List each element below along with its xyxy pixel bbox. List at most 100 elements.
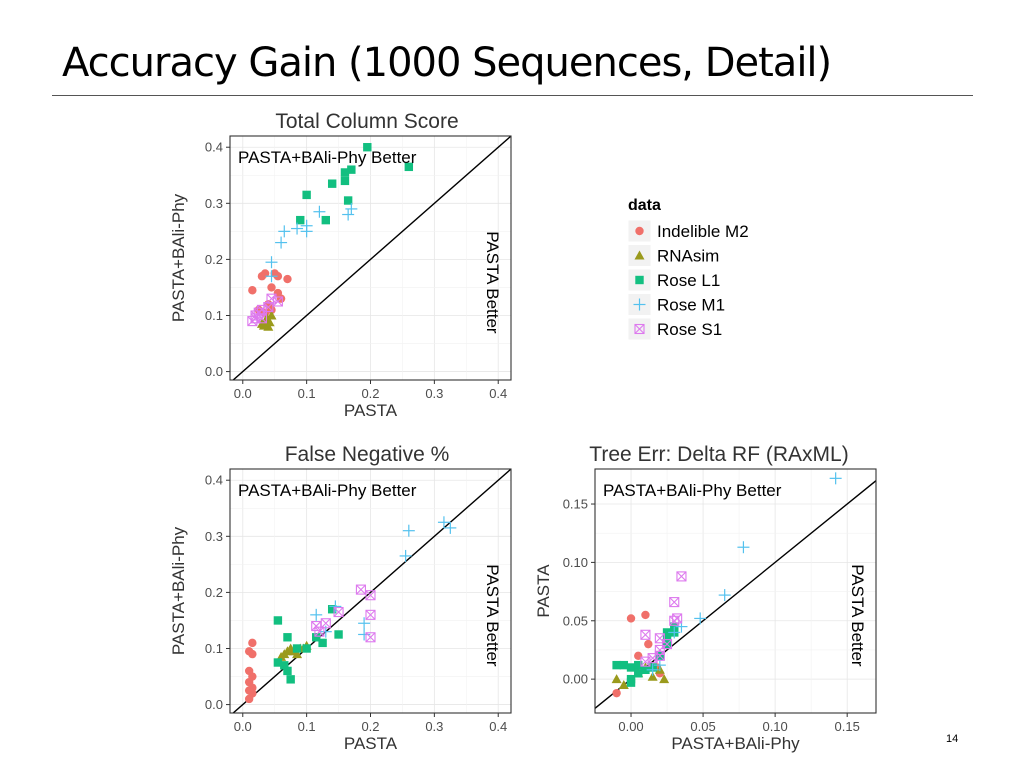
data-point xyxy=(302,190,311,200)
triangle-mark xyxy=(258,320,269,330)
x-line-2 xyxy=(266,293,277,304)
box-mark xyxy=(634,323,645,335)
x-line-2 xyxy=(365,590,376,601)
data-point xyxy=(347,165,356,174)
triangle-mark xyxy=(634,250,645,260)
circle-mark xyxy=(612,688,621,698)
data-points xyxy=(244,516,457,704)
legend-title: data xyxy=(628,197,661,214)
data-point xyxy=(280,661,289,670)
data-point xyxy=(718,589,731,602)
data-point xyxy=(296,215,305,225)
chart-false-negative: False Negative % 0.0 0.1 0.2 0.3 0.4 0.0 0.1 0.2… xyxy=(160,433,520,768)
x-axis-label: PASTA+BAli-Phy xyxy=(671,734,800,753)
triangle-mark xyxy=(659,674,670,684)
data-point xyxy=(641,610,650,620)
square-mark xyxy=(283,633,292,642)
data-point xyxy=(694,612,707,625)
data-point xyxy=(272,296,283,307)
data-point xyxy=(278,225,291,238)
data-point xyxy=(248,649,257,659)
square-mark xyxy=(363,143,372,152)
legend: data Indelible M2 RNAsim Rose L1 Rose M1 Rose… xyxy=(624,190,774,350)
circle-mark xyxy=(644,639,653,649)
circle-mark xyxy=(248,649,257,659)
box-mark xyxy=(640,656,651,667)
data-point xyxy=(399,549,412,562)
data-point xyxy=(626,678,636,687)
data-point xyxy=(641,665,650,675)
chart-total-column-score: Total Column Score 0.0 0.1 0.2 0.3 0.4 0.0 0.1 0… xyxy=(160,100,520,430)
data-point xyxy=(668,626,681,639)
x-axis-label: PASTA xyxy=(344,401,398,420)
x-line-2 xyxy=(676,571,687,582)
square-mark xyxy=(283,666,292,676)
box-mark xyxy=(314,626,325,637)
legend-label: Rose L1 xyxy=(657,271,720,290)
legend-svg: data Indelible M2 RNAsim Rose L1 Rose M1 Rose… xyxy=(627,197,749,341)
y-tick-label: 0.15 xyxy=(563,497,588,512)
square-mark xyxy=(340,176,350,186)
x-line-2 xyxy=(311,621,322,631)
x-line-2 xyxy=(669,615,680,626)
y-tick-label: 0.05 xyxy=(563,613,588,628)
data-point xyxy=(402,524,415,537)
chart-title: Total Column Score xyxy=(275,110,458,133)
square-mark xyxy=(404,162,414,172)
box-mark xyxy=(250,313,261,324)
square-mark xyxy=(292,644,302,653)
box-mark xyxy=(640,629,651,640)
diagonal-line xyxy=(232,469,511,713)
square-mark xyxy=(662,628,672,637)
box-mark xyxy=(256,304,267,315)
box-mark xyxy=(320,618,331,629)
box-mark xyxy=(247,316,258,327)
x-line-2 xyxy=(250,313,261,324)
x-tick-label: 0.0 xyxy=(234,386,252,401)
data-point xyxy=(640,656,651,667)
x-line-2 xyxy=(669,597,680,607)
y-tick-label: 0.3 xyxy=(205,196,223,211)
circle-mark xyxy=(273,272,283,281)
data-point xyxy=(653,659,666,672)
square-mark xyxy=(626,663,636,672)
legend-label: Rose S1 xyxy=(657,320,722,339)
y-tick-label: 0.00 xyxy=(563,672,588,687)
data-point xyxy=(264,317,275,327)
legend-label: RNAsim xyxy=(657,247,719,266)
y-tick-label: 0.10 xyxy=(563,555,588,570)
square-mark xyxy=(347,165,356,174)
chart-tree-error: Tree Err: Delta RF (RAxML) 0.00 0.05 0.10 0.… xyxy=(525,433,895,768)
circle-mark xyxy=(244,694,254,704)
data-point xyxy=(404,162,414,172)
x-line-2 xyxy=(257,304,267,315)
box-mark xyxy=(311,621,322,632)
y-tick-label: 0.2 xyxy=(205,585,223,600)
data-point xyxy=(333,606,344,618)
data-points xyxy=(611,472,842,698)
data-point xyxy=(312,633,321,642)
data-point xyxy=(283,633,292,642)
data-point xyxy=(669,615,680,626)
square-mark xyxy=(318,638,327,648)
data-point xyxy=(363,143,372,152)
data-point xyxy=(646,663,659,676)
x-line-2 xyxy=(365,609,376,620)
square-mark xyxy=(280,661,289,670)
square-mark xyxy=(312,633,321,642)
data-point xyxy=(334,630,343,639)
square-mark xyxy=(634,669,643,678)
legend-label: Indelible M2 xyxy=(657,222,749,241)
box-mark xyxy=(365,609,376,620)
square-mark xyxy=(626,678,636,687)
chart-svg: False Negative % 0.0 0.1 0.2 0.3 0.4 0.0 0.1 0.2… xyxy=(169,443,512,753)
x-tick-label: 0.1 xyxy=(298,719,316,734)
data-point xyxy=(283,666,292,676)
data-point xyxy=(321,215,330,225)
data-point xyxy=(311,621,322,632)
box-mark xyxy=(662,639,673,650)
x-line-2 xyxy=(320,618,331,629)
data-point xyxy=(265,256,278,269)
x-line-2 xyxy=(356,584,366,595)
data-point xyxy=(345,202,358,215)
